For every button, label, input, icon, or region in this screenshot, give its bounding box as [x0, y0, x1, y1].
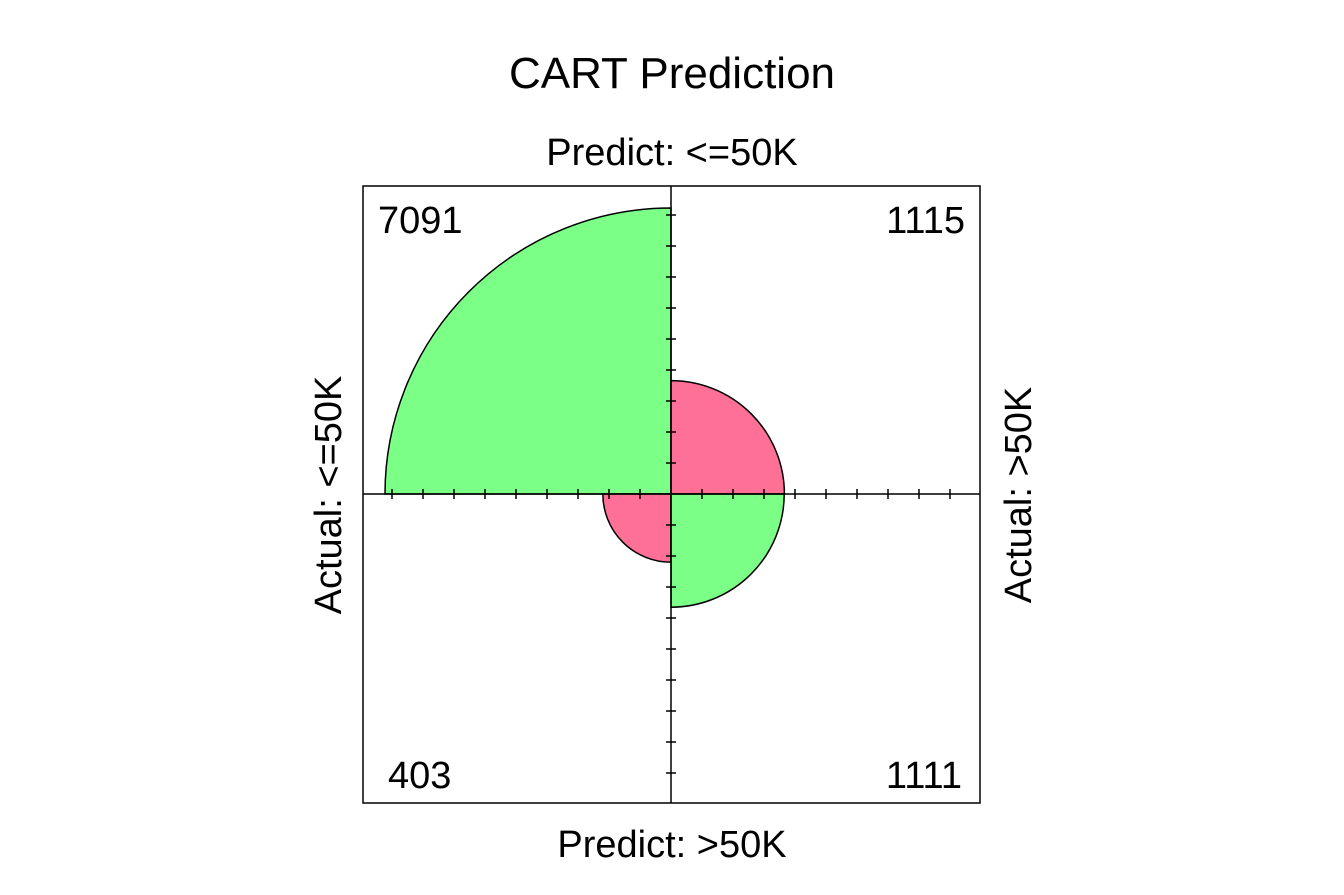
sector-bottom-left	[602, 493, 672, 563]
left-label: Actual: <=50K	[308, 376, 350, 615]
sector-top-left	[384, 207, 672, 495]
sector-bottom-right	[670, 493, 785, 608]
count-bottom-right: 1111	[886, 755, 962, 797]
count-top-right: 1115	[886, 200, 965, 242]
count-bottom-left: 403	[388, 755, 451, 797]
sector-top-right	[670, 379, 786, 495]
right-label: Actual: >50K	[998, 387, 1040, 604]
top-label: Predict: <=50K	[546, 132, 797, 174]
count-top-left: 7091	[378, 200, 463, 242]
chart-title: CART Prediction	[509, 49, 835, 98]
bottom-label: Predict: >50K	[557, 824, 786, 866]
